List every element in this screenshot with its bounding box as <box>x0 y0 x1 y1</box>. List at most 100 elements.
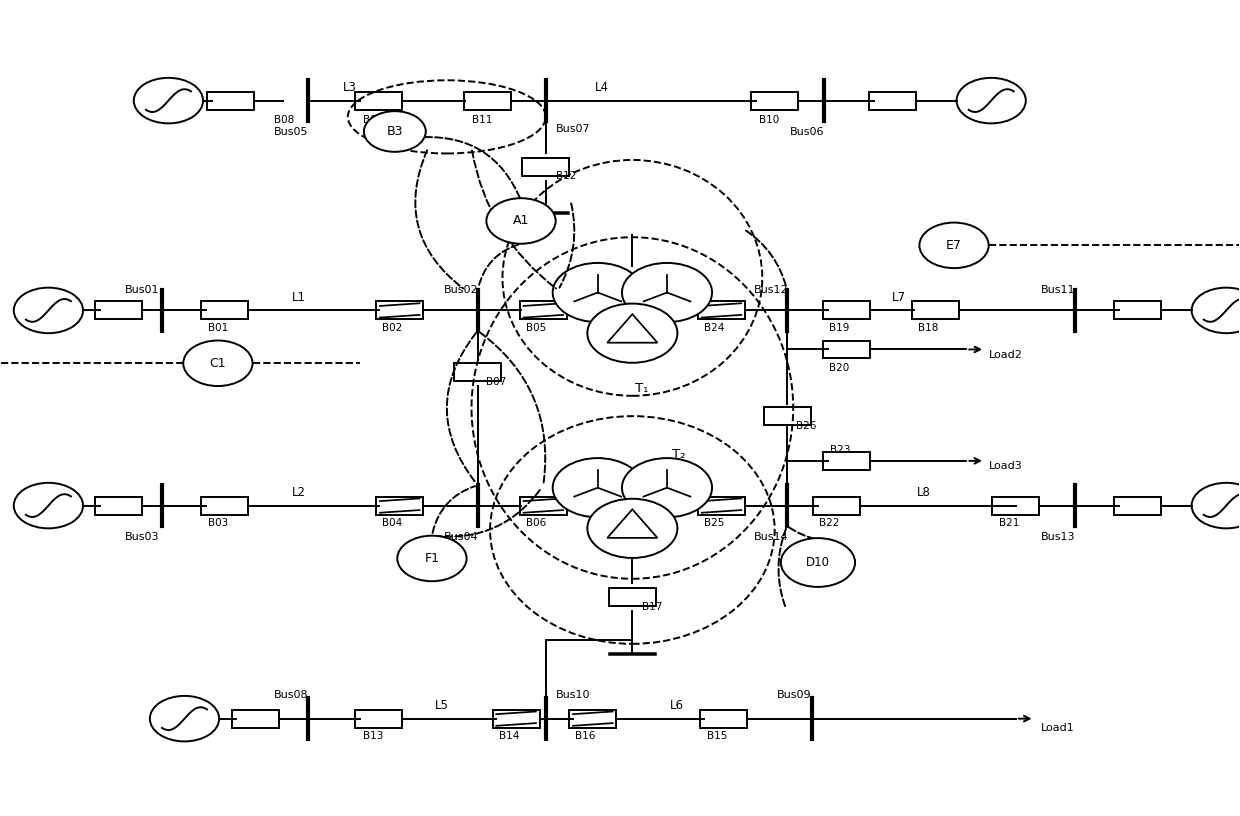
Text: B15: B15 <box>707 731 727 741</box>
Bar <box>751 91 799 109</box>
Bar <box>992 497 1039 515</box>
Text: Bus02: Bus02 <box>444 285 479 295</box>
Circle shape <box>553 458 642 517</box>
Text: L6: L6 <box>670 698 683 712</box>
Bar <box>813 497 861 515</box>
Text: B20: B20 <box>830 362 849 373</box>
Text: L3: L3 <box>343 81 357 94</box>
Bar <box>701 710 748 728</box>
Text: B22: B22 <box>820 518 839 528</box>
Text: Bus05: Bus05 <box>274 126 308 137</box>
Bar <box>232 710 279 728</box>
Bar <box>520 301 567 319</box>
Text: B23: B23 <box>831 445 851 455</box>
Circle shape <box>486 198 556 244</box>
Bar <box>569 710 616 728</box>
Text: Bus14: Bus14 <box>754 532 789 542</box>
Bar <box>95 301 143 319</box>
Text: B25: B25 <box>704 518 724 528</box>
Text: B03: B03 <box>208 518 228 528</box>
Text: B16: B16 <box>575 731 596 741</box>
Bar <box>464 91 511 109</box>
Text: Bus06: Bus06 <box>790 126 825 137</box>
Text: B3: B3 <box>387 125 403 138</box>
Text: B11: B11 <box>471 115 492 126</box>
Text: B13: B13 <box>362 731 383 741</box>
Bar <box>698 497 745 515</box>
Text: Bus04: Bus04 <box>444 532 479 542</box>
Circle shape <box>781 538 856 587</box>
Bar <box>698 301 745 319</box>
Bar <box>207 91 254 109</box>
Text: Bus10: Bus10 <box>556 690 590 700</box>
Circle shape <box>397 535 466 581</box>
Text: L5: L5 <box>434 698 449 712</box>
Text: A1: A1 <box>513 215 529 228</box>
Circle shape <box>184 340 253 386</box>
Text: L2: L2 <box>293 486 306 499</box>
Text: Bus08: Bus08 <box>274 690 309 700</box>
Text: B07: B07 <box>486 377 507 388</box>
Bar <box>376 497 423 515</box>
Text: B21: B21 <box>998 518 1019 528</box>
Text: Bus12: Bus12 <box>754 285 789 295</box>
Text: B24: B24 <box>704 323 724 333</box>
Bar <box>492 710 539 728</box>
Circle shape <box>588 304 677 363</box>
Circle shape <box>588 499 677 558</box>
Text: B01: B01 <box>208 323 228 333</box>
Text: B09: B09 <box>362 115 383 126</box>
Text: T₂: T₂ <box>672 449 686 461</box>
Text: B17: B17 <box>642 601 662 612</box>
Text: B26: B26 <box>796 421 816 431</box>
Text: B18: B18 <box>918 323 939 333</box>
Bar <box>355 710 402 728</box>
Text: B02: B02 <box>382 323 403 333</box>
Text: B04: B04 <box>382 518 403 528</box>
Text: Load2: Load2 <box>988 349 1023 360</box>
Bar <box>823 452 870 470</box>
Text: L7: L7 <box>893 290 906 304</box>
Text: E7: E7 <box>946 239 962 252</box>
Text: C1: C1 <box>210 357 226 370</box>
Bar <box>355 91 402 109</box>
Text: L4: L4 <box>595 81 609 94</box>
Text: B08: B08 <box>274 115 294 126</box>
Bar <box>201 497 248 515</box>
Text: Load3: Load3 <box>988 461 1023 471</box>
Bar <box>764 407 811 425</box>
Text: Bus07: Bus07 <box>556 123 590 134</box>
Bar <box>911 301 959 319</box>
Bar <box>1114 301 1161 319</box>
Circle shape <box>363 111 425 152</box>
Text: Bus11: Bus11 <box>1040 285 1075 295</box>
Bar <box>823 340 870 358</box>
Bar <box>522 158 569 176</box>
Text: F1: F1 <box>424 552 439 565</box>
Circle shape <box>622 263 712 322</box>
Bar <box>454 363 501 381</box>
Text: B19: B19 <box>830 323 849 333</box>
Text: Bus13: Bus13 <box>1040 532 1075 542</box>
Text: T₁: T₁ <box>635 382 649 395</box>
Circle shape <box>622 458 712 517</box>
Circle shape <box>919 223 988 268</box>
Text: Bus03: Bus03 <box>125 532 160 542</box>
Text: B12: B12 <box>556 171 577 181</box>
Text: B06: B06 <box>526 518 547 528</box>
Text: B10: B10 <box>759 115 779 126</box>
Circle shape <box>553 263 642 322</box>
Text: Bus09: Bus09 <box>777 690 812 700</box>
Bar <box>1114 497 1161 515</box>
Bar <box>869 91 915 109</box>
Bar <box>95 497 143 515</box>
Text: Load1: Load1 <box>1040 723 1074 733</box>
Bar <box>520 497 567 515</box>
Text: L1: L1 <box>293 290 306 304</box>
Bar <box>376 301 423 319</box>
Text: Bus01: Bus01 <box>125 285 160 295</box>
Text: B14: B14 <box>498 731 520 741</box>
Text: L8: L8 <box>916 486 931 499</box>
Bar <box>823 301 870 319</box>
Bar <box>201 301 248 319</box>
